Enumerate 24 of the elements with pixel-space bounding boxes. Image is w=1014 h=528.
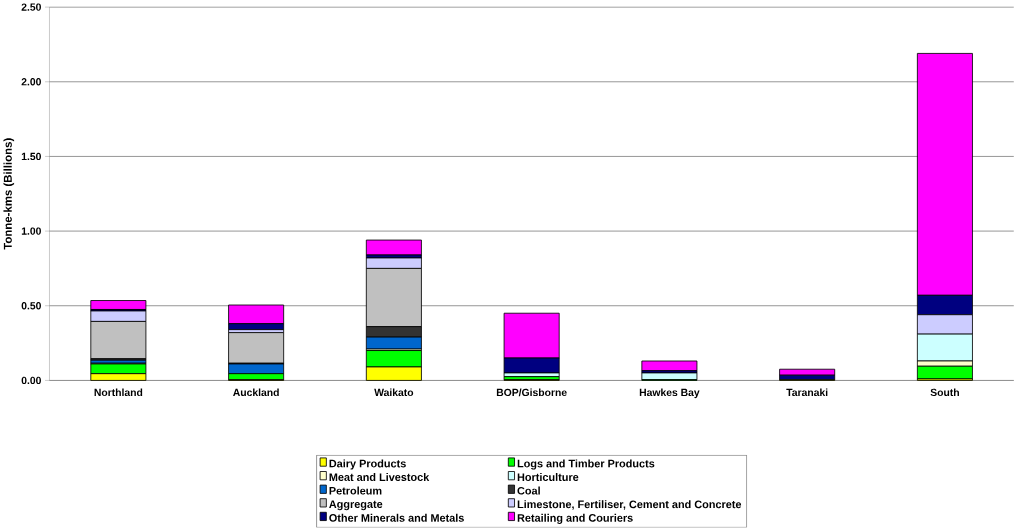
x-tick-label: BOP/Gisborne: [496, 388, 567, 397]
legend-label: Logs and Timber Products: [517, 459, 655, 470]
legend-label: Coal: [517, 486, 540, 495]
x-tick-label: Taranaki: [786, 388, 828, 397]
y-tick-label: 1.00: [21, 227, 41, 235]
legend-label: Aggregate: [329, 500, 383, 511]
y-tick-label: 0.00: [21, 376, 41, 385]
legend-label: Retailing and Couriers: [517, 513, 633, 525]
legend-label: Petroleum: [329, 486, 382, 495]
legend-label: Limestone, Fertiliser, Cement and Concrete: [517, 500, 742, 510]
x-tick-label: Hawkes Bay: [639, 388, 700, 399]
x-tick-label: South: [930, 388, 959, 397]
x-tick-label: Auckland: [233, 388, 279, 397]
y-axis-title: Tonne-kms (Billions): [3, 138, 15, 250]
legend-label: Other Minerals and Metals: [329, 513, 464, 522]
y-tick-label: 0.50: [21, 302, 41, 310]
x-tick-label: Northland: [94, 388, 143, 397]
y-tick-label: 2.00: [21, 78, 41, 86]
y-tick-label: 1.50: [21, 152, 41, 161]
legend-label: Meat and Livestock: [329, 473, 430, 482]
legend-label: Horticulture: [517, 473, 579, 482]
x-tick-label: Waikato: [374, 388, 414, 397]
y-tick-label: 2.50: [21, 3, 41, 11]
legend-label: Dairy Products: [329, 459, 406, 470]
